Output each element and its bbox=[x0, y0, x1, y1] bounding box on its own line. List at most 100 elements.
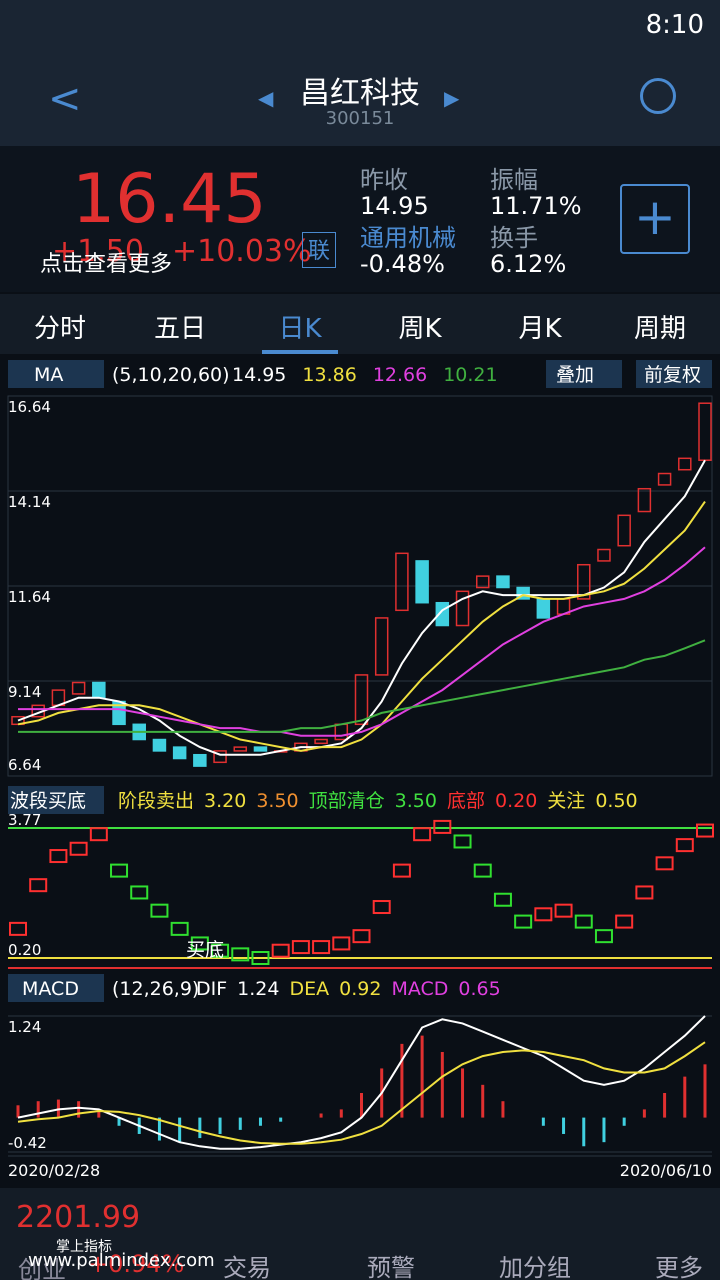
candle bbox=[617, 514, 631, 547]
candle bbox=[92, 681, 106, 699]
date-label: 2020/06/10 bbox=[620, 1161, 712, 1180]
date-label: 2020/02/28 bbox=[8, 1161, 100, 1180]
overlay-btn bbox=[546, 360, 622, 388]
wave-step bbox=[251, 951, 270, 965]
tab-underline bbox=[262, 350, 338, 354]
wave-step bbox=[9, 921, 27, 936]
candle bbox=[496, 575, 510, 589]
chart-area: MA (5,10,20,60) 14.95 13.86 12.66 10.21 叠加 前复权 1… bbox=[0, 356, 720, 1180]
y-tick-label: 1.24 bbox=[8, 1018, 41, 1036]
tab[interactable]: 五日 bbox=[153, 314, 206, 344]
legend-item: DIF bbox=[196, 978, 227, 1000]
ma-line bbox=[18, 546, 706, 737]
legend-item: 0.65 bbox=[458, 978, 500, 1000]
candle bbox=[678, 457, 692, 471]
wave-step bbox=[150, 903, 169, 918]
stat-value: 11.71% bbox=[490, 192, 582, 220]
wave-step bbox=[453, 834, 472, 849]
tab[interactable]: 周K bbox=[398, 314, 442, 344]
link-button[interactable]: 联 bbox=[302, 232, 336, 268]
y-tick-label: 11.64 bbox=[8, 588, 51, 606]
wave-step bbox=[49, 849, 68, 864]
tab[interactable]: 周期 bbox=[633, 314, 686, 344]
wave-step bbox=[574, 914, 593, 929]
stat-value: 14.95 bbox=[360, 192, 429, 220]
ma-line bbox=[17, 459, 706, 756]
candle bbox=[233, 746, 248, 752]
wave-step bbox=[231, 947, 250, 962]
wave-step bbox=[211, 943, 230, 958]
legend-item: 1.24 bbox=[237, 978, 279, 1000]
wave-step bbox=[473, 863, 492, 878]
back[interactable]: < bbox=[48, 76, 82, 122]
wave-step bbox=[110, 863, 129, 878]
nav-item[interactable]: 更多 bbox=[655, 1254, 703, 1280]
wave-step bbox=[696, 823, 714, 838]
brand: 掌上指标 bbox=[56, 1239, 112, 1255]
wave-step bbox=[332, 936, 351, 951]
footer: 2201.99 掌上指标 创业 +0.94% www.palmindex.com… bbox=[0, 1188, 720, 1280]
candle bbox=[395, 552, 409, 612]
candle bbox=[334, 723, 349, 741]
tab[interactable]: 日K bbox=[278, 314, 322, 344]
ma-params: (5,10,20,60) bbox=[112, 364, 230, 386]
stock-code: 300151 bbox=[325, 108, 395, 129]
wave-step bbox=[89, 827, 108, 842]
wave-step bbox=[493, 892, 512, 907]
y-tick-label: 0.20 bbox=[8, 941, 41, 959]
wave-step bbox=[433, 819, 452, 834]
stat-label: 换手 bbox=[490, 224, 538, 252]
candle bbox=[577, 563, 591, 600]
next[interactable]: ▶ bbox=[444, 86, 460, 110]
candle bbox=[152, 738, 167, 752]
legend-item: 3.50 bbox=[395, 790, 437, 812]
wave-step bbox=[413, 827, 432, 842]
tab[interactable]: 分时 bbox=[33, 314, 86, 344]
y-tick-label: 14.14 bbox=[8, 493, 51, 511]
legend-item: 关注 bbox=[547, 790, 585, 812]
nav-item[interactable]: 交易 bbox=[223, 1254, 271, 1280]
wave-step bbox=[170, 921, 189, 936]
wave-step bbox=[291, 940, 310, 955]
candle bbox=[455, 590, 470, 627]
more[interactable]: 点击查看更多 bbox=[40, 252, 173, 277]
add-button[interactable]: + bbox=[620, 184, 690, 254]
wave-step bbox=[655, 856, 674, 871]
stat-label: 通用机械 bbox=[360, 224, 456, 252]
wave-step bbox=[554, 903, 573, 918]
search[interactable] bbox=[640, 78, 676, 114]
wave-step bbox=[271, 943, 290, 958]
stat-label: 昨收 bbox=[360, 166, 408, 194]
legend-item: 阶段卖出 bbox=[118, 790, 194, 812]
wave-step bbox=[190, 936, 209, 951]
ma-value: 13.86 bbox=[302, 364, 356, 386]
legend-item: 0.92 bbox=[339, 978, 381, 1000]
tab[interactable]: 月K bbox=[518, 314, 562, 344]
nav-item[interactable]: 预警 bbox=[367, 1254, 415, 1280]
stat-value: -0.48% bbox=[360, 250, 445, 278]
wave-step bbox=[29, 878, 48, 893]
candle bbox=[536, 598, 551, 619]
stock-name: 昌红科技 bbox=[300, 76, 420, 111]
candle bbox=[172, 746, 187, 760]
quote: 16.45 +1.50 +10.03% 联 点击查看更多 + 昨收 14.95 振幅… bbox=[0, 146, 720, 292]
prev[interactable]: ◀ bbox=[258, 86, 274, 110]
wave-name: 波段买底 bbox=[10, 790, 86, 812]
legend-item: 底部 bbox=[447, 790, 485, 812]
nav-item[interactable]: 加分组 bbox=[499, 1254, 571, 1280]
wave-step bbox=[514, 914, 533, 929]
candle bbox=[657, 472, 672, 486]
legend-item: 顶部清仓 bbox=[309, 790, 385, 812]
change: +1.50 bbox=[52, 234, 144, 269]
ma-line bbox=[18, 639, 706, 733]
ma-line bbox=[17, 501, 706, 752]
wave-step bbox=[130, 885, 149, 900]
index-value: 2201.99 bbox=[16, 1200, 141, 1235]
wave-select bbox=[8, 786, 104, 814]
candle bbox=[415, 560, 429, 604]
wave-annotation: 买底 bbox=[186, 939, 224, 961]
adjust: 前复权 bbox=[644, 364, 701, 386]
candle bbox=[637, 487, 652, 513]
clock: 8:10 bbox=[645, 10, 704, 40]
